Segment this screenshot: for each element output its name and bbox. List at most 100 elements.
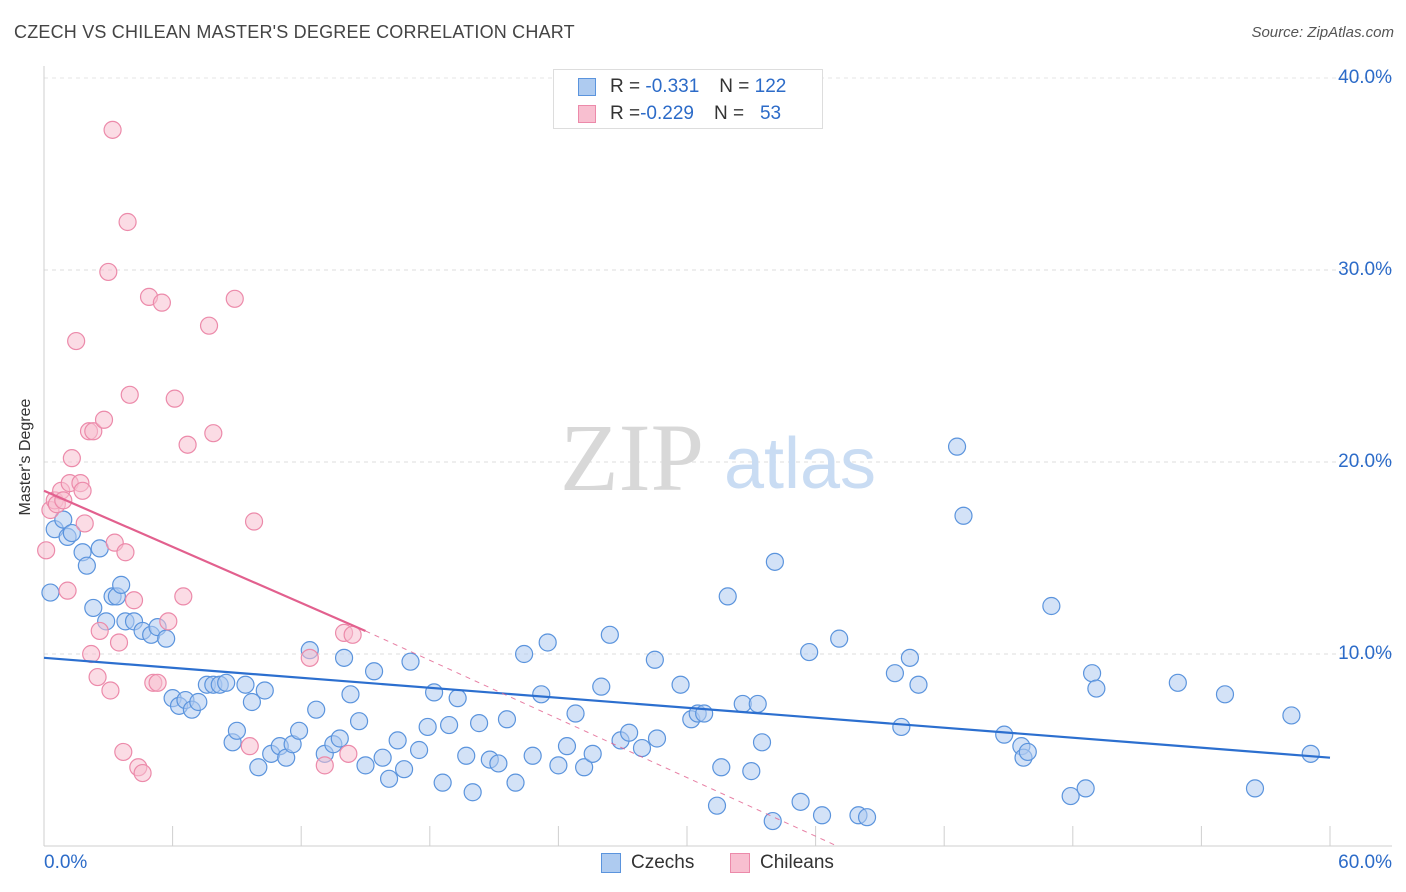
czech-point [800,642,819,662]
czech-point [356,756,375,775]
chilean-point [159,612,178,631]
legend-row-czechs: R = -0.331 N = 122 [578,75,786,99]
y-tick-label: 20.0% [1338,451,1392,472]
chilean-point [75,514,94,533]
czech-point [1245,779,1265,798]
n-value: 122 [754,76,787,97]
czech-point [575,758,594,777]
czech-point [885,664,905,683]
legend-item-czechs[interactable]: Czechs [601,852,694,874]
czech-point [289,721,309,740]
czech-point [763,811,782,831]
czech-point [249,758,268,777]
czech-point [227,721,246,740]
czech-point [394,760,414,779]
chilean-trend-extension [365,630,838,847]
chilean-point [244,512,264,531]
source-label: Source: ZipAtlas.com [1251,24,1394,41]
czech-point [334,648,354,667]
czech-point [112,575,131,594]
y-tick-label: 10.0% [1338,643,1392,664]
chileans-legend-label: Chileans [760,852,834,873]
czech-point [1168,673,1187,692]
czech-point [489,754,508,773]
czech-point [463,783,482,802]
watermark-atlas: atlas [724,424,876,504]
trend-lines [43,489,1331,847]
czech-point [1215,685,1235,704]
czech-point [497,710,517,729]
watermark: ZIP atlas [560,404,876,511]
chilean-point [109,633,129,652]
czech-point [592,677,611,696]
czech-point [401,652,420,671]
czech-point [909,675,928,694]
czech-point [84,598,103,618]
czech-point [1282,706,1301,725]
czech-point [712,758,731,777]
chilean-point [339,744,358,763]
czech-point [307,700,326,719]
czech-point [373,748,392,767]
czech-point [752,733,772,752]
chilean-point [37,541,56,560]
czech-point [671,675,690,694]
czechs-legend-swatch [601,853,621,873]
chilean-point [114,742,133,762]
czech-point [1042,596,1061,616]
czech-point [54,510,73,529]
czech-point [418,717,437,737]
chilean-point [73,481,92,500]
czech-point [189,692,208,712]
czech-point [947,437,967,456]
czech-point [632,738,652,758]
czech-point [1061,786,1080,806]
legend-item-chileans[interactable]: Chileans [730,852,834,874]
czech-point [157,629,176,648]
czech-point [600,625,619,644]
czech-point [388,731,407,750]
chilean-point [225,289,244,308]
chileans-legend-swatch [730,853,750,873]
czech-point [718,587,737,606]
czech-point [62,523,81,543]
czech-point [469,714,489,733]
chilean-point [133,763,152,783]
chilean-point [174,587,193,606]
chilean-point [67,331,86,351]
chilean-point [103,120,122,139]
czech-point [236,675,255,694]
chilean-point [94,410,114,429]
czech-point [217,673,236,692]
chilean-point [204,424,223,443]
czech-point [409,740,429,760]
czech-point [515,644,534,664]
czech-point [424,683,444,702]
chilean-point [120,385,139,404]
chilean-point [62,449,81,468]
czech-point [439,715,459,735]
r-label: R = [610,76,641,97]
czech-point [566,704,585,723]
czech-point [1076,779,1095,798]
czechs-legend-label: Czechs [631,852,695,873]
chilean-point [116,543,135,562]
series-legend: Czechs Chileans [0,852,1406,876]
watermark-zip: ZIP [560,404,704,511]
czech-point [742,762,761,781]
x-tick-label-min: 0.0% [44,852,88,873]
chilean-points [37,120,362,783]
czech-point [748,694,767,714]
czech-point [857,808,877,827]
czech-point [647,729,667,748]
czech-point [379,769,399,788]
czech-point [349,712,369,731]
axes [43,66,1392,847]
chilean-point [178,435,197,454]
czech-point [1018,742,1037,762]
czech-point [341,685,360,704]
y-tick-label: 30.0% [1338,259,1392,280]
chilean-point [88,667,107,687]
czech-point [1087,679,1106,698]
czechs-swatch [578,78,596,96]
